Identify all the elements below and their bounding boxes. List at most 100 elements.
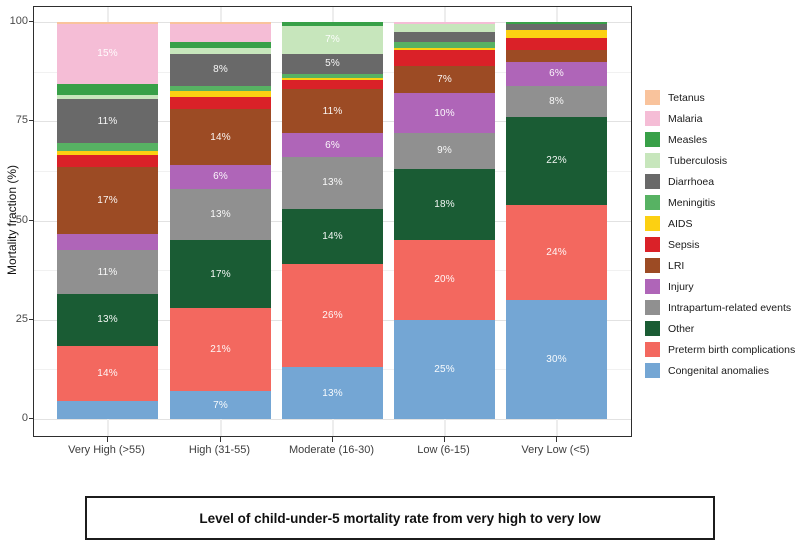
bar-segment: 21%	[170, 307, 271, 392]
y-tick-label: 100	[9, 15, 28, 27]
y-tick-label: 75	[15, 114, 28, 127]
segment-value-label: 26%	[322, 310, 343, 322]
x-tick-mark	[331, 437, 333, 442]
y-tick-mark	[29, 219, 33, 221]
legend-item: Congenital anomalies	[645, 360, 795, 381]
x-tick-label: Very Low (<5)	[521, 444, 590, 456]
bar-segment: 17%	[57, 166, 158, 235]
bar-segment: 13%	[57, 293, 158, 346]
legend-item: Injury	[645, 276, 795, 297]
bar-segment: 11%	[57, 250, 158, 294]
segment-value-label: 20%	[434, 274, 455, 286]
bar-segment: 11%	[282, 89, 383, 134]
legend-label: Tuberculosis	[668, 154, 728, 167]
bar-segment: 13%	[170, 188, 271, 241]
bar-segment	[170, 47, 271, 54]
segment-value-label: 10%	[434, 107, 455, 119]
bar-segment: 10%	[394, 93, 495, 134]
segment-value-label: 6%	[549, 68, 564, 80]
bar-segment	[170, 91, 271, 98]
legend-item: Sepsis	[645, 234, 795, 255]
bar-segment: 18%	[394, 168, 495, 241]
segment-value-label: 7%	[325, 34, 340, 46]
bar-segment	[394, 41, 495, 48]
caption-box: Level of child-under-5 mortality rate fr…	[85, 496, 715, 540]
legend-item: Preterm birth complications	[645, 339, 795, 360]
y-tick-label: 50	[15, 213, 28, 226]
legend-swatch	[645, 363, 660, 378]
bar-segment: 6%	[506, 61, 607, 86]
bar-segment: 8%	[170, 53, 271, 86]
legend-swatch	[645, 153, 660, 168]
legend-label: Congenital anomalies	[668, 364, 769, 377]
bar-segment	[57, 143, 158, 151]
x-tick-label: Very High (>55)	[68, 444, 145, 456]
bar-segment: 17%	[170, 240, 271, 308]
bar-segment: 7%	[170, 391, 271, 419]
bar-segment	[282, 77, 383, 80]
legend-label: Malaria	[668, 112, 703, 125]
bar-segment	[506, 49, 607, 62]
legend: Tetanus Malaria Measles Tuberculosis Diarrho…	[645, 87, 795, 381]
y-tick-mark	[29, 318, 33, 320]
bar-segment: 25%	[394, 319, 495, 419]
segment-value-label: 13%	[210, 209, 231, 220]
legend-item: Tuberculosis	[645, 150, 795, 171]
y-tick-label: 0	[21, 412, 28, 424]
bar-segment: 13%	[282, 156, 383, 209]
stacked-bar-4: 7% 10% 9% 18% 20% 25%	[394, 22, 495, 419]
bar-segment: 7%	[282, 25, 383, 54]
bar-segment	[57, 154, 158, 167]
x-tick-label: Moderate (16-30)	[289, 444, 374, 456]
legend-item: Tetanus	[645, 87, 795, 108]
x-tick-mark	[106, 437, 108, 442]
legend-swatch	[645, 300, 660, 315]
bar-segment	[394, 31, 495, 42]
bar-segment	[57, 22, 158, 24]
legend-label: Meningitis	[668, 196, 716, 209]
legend-swatch	[645, 258, 660, 273]
segment-value-label: 24%	[546, 246, 567, 258]
legend-item: LRI	[645, 255, 795, 276]
legend-item: Intrapartum-related events	[645, 297, 795, 318]
bar-segment: 13%	[282, 367, 383, 419]
bar-segment: 26%	[282, 264, 383, 368]
segment-value-label: 9%	[437, 145, 452, 157]
legend-label: LRI	[668, 259, 685, 272]
legend-swatch	[645, 342, 660, 357]
legend-swatch	[645, 132, 660, 147]
legend-swatch	[645, 237, 660, 252]
stacked-bar-1: 15% 11% 17% 11% 13% 14%	[57, 22, 158, 419]
x-tick-mark	[443, 437, 445, 442]
bar-segment	[57, 234, 158, 251]
segment-value-label: 11%	[322, 105, 343, 117]
y-tick-mark	[29, 120, 33, 122]
segment-value-label: 13%	[322, 387, 343, 399]
bar-segment: 11%	[57, 99, 158, 144]
segment-value-label: 7%	[437, 74, 452, 86]
legend-swatch	[645, 279, 660, 294]
bar-segment	[170, 85, 271, 92]
stacked-bar-2: 8% 14% 6% 13% 17% 21% 7%	[170, 22, 271, 419]
stacked-bar-3: 7% 5% 11% 6% 13% 14% 26% 13%	[282, 22, 383, 419]
bar-segment	[170, 23, 271, 42]
bar-segment	[506, 22, 607, 24]
segment-value-label: 30%	[546, 353, 567, 365]
segment-value-label: 13%	[97, 314, 118, 326]
caption-text: Level of child-under-5 mortality rate fr…	[199, 510, 601, 526]
legend-label: Sepsis	[668, 238, 700, 251]
legend-swatch	[645, 321, 660, 336]
segment-value-label: 17%	[97, 195, 118, 207]
legend-label: Intrapartum-related events	[668, 301, 792, 314]
bar-segment: 14%	[170, 109, 271, 165]
legend-item: Other	[645, 318, 795, 339]
bar-segment: 14%	[57, 345, 158, 402]
legend-item: AIDS	[645, 213, 795, 234]
segment-value-label: 7%	[213, 399, 228, 411]
segment-value-label: 14%	[322, 230, 343, 242]
bar-segment: 6%	[170, 164, 271, 189]
segment-value-label: 25%	[434, 363, 455, 375]
segment-value-label: 15%	[97, 48, 118, 60]
y-tick-label: 25	[15, 312, 28, 325]
